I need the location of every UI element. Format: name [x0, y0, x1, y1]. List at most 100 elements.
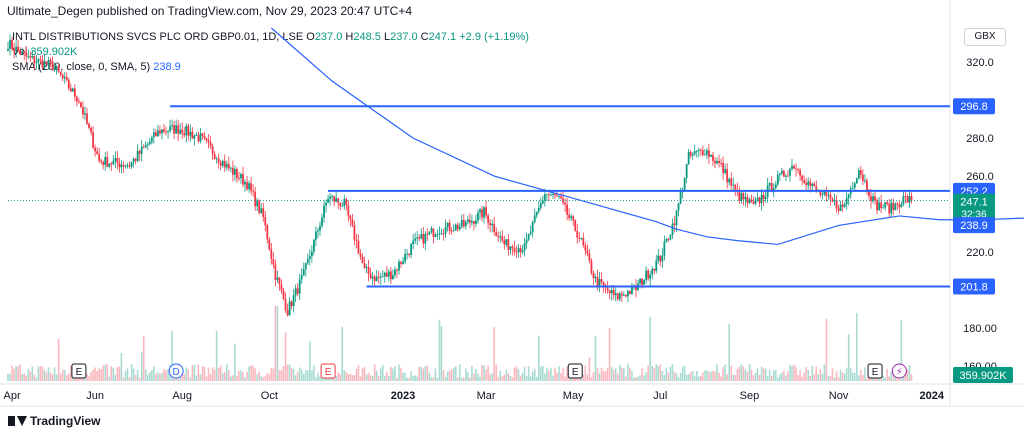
- y-tick-label: 220.0: [966, 247, 994, 259]
- candle-body: [833, 200, 836, 202]
- volume-bar: [752, 375, 755, 381]
- candle-body: [543, 194, 546, 201]
- volume-bar: [546, 367, 548, 381]
- volume-bar: [232, 375, 234, 381]
- candle-body: [752, 201, 755, 204]
- volume-bar: [693, 376, 696, 381]
- volume-bar: [70, 365, 72, 381]
- volume-bar: [489, 374, 491, 381]
- candle-body: [282, 290, 285, 299]
- volume-bar: [483, 365, 485, 381]
- candle-body: [142, 146, 145, 148]
- volume-bar: [444, 377, 447, 381]
- candle-body: [651, 269, 654, 275]
- volume-bar: [673, 371, 676, 381]
- candle-body: [181, 129, 184, 134]
- volume-bar: [270, 367, 273, 381]
- volume-bar: [592, 372, 595, 381]
- candle-body: [547, 194, 550, 195]
- candle-body: [201, 133, 204, 136]
- volume-bar: [240, 370, 242, 381]
- x-tick-label: Mar: [477, 390, 496, 402]
- volume-bar: [426, 365, 429, 381]
- volume-bar: [268, 374, 271, 381]
- candle-body: [667, 239, 670, 240]
- volume-bar: [185, 367, 188, 381]
- volume-bar: [700, 375, 702, 381]
- candle-body: [35, 62, 38, 64]
- candle-body: [762, 194, 765, 199]
- candle-body: [150, 137, 153, 142]
- volume-bar: [477, 373, 479, 381]
- volume-bar: [841, 372, 844, 381]
- candle-body: [402, 261, 404, 264]
- candle-body: [11, 39, 13, 49]
- candle-body: [507, 239, 510, 251]
- volume-bar: [629, 367, 631, 381]
- candle-body: [491, 223, 494, 226]
- candle-body: [479, 209, 481, 213]
- candle-body: [308, 256, 311, 259]
- candle-body: [57, 66, 60, 72]
- open-label: O: [306, 31, 315, 43]
- volume-bar: [724, 364, 726, 381]
- volume-bar: [278, 369, 281, 381]
- volume-bar: [550, 368, 552, 381]
- candle-body: [791, 165, 793, 169]
- volume-bar: [402, 372, 404, 381]
- volume-bar: [766, 376, 769, 381]
- candle-body: [276, 277, 279, 280]
- candle-body: [835, 200, 838, 209]
- volume-bar: [481, 365, 483, 381]
- volume-bar: [276, 306, 279, 381]
- volume-bar: [41, 366, 44, 381]
- candle-body: [349, 215, 352, 220]
- volume-bar: [321, 376, 323, 381]
- earnings-marker: [320, 363, 336, 379]
- volume-bar: [600, 367, 603, 381]
- candle-body: [815, 186, 818, 191]
- volume-bar: [614, 368, 617, 381]
- candle-body: [438, 233, 441, 235]
- candle-body: [720, 162, 722, 164]
- candle-body: [86, 113, 88, 124]
- y-tick-label: 260.0: [966, 171, 994, 183]
- volume-bar: [384, 375, 386, 381]
- candle-body: [809, 181, 812, 186]
- candle-body: [659, 255, 662, 262]
- currency-badge[interactable]: GBX: [964, 28, 1006, 46]
- candle-body: [866, 180, 868, 191]
- volume-bar: [315, 377, 317, 381]
- candle-body: [738, 191, 741, 201]
- volume-bar: [167, 369, 169, 381]
- volume-bar: [244, 377, 246, 381]
- candle-body: [418, 237, 421, 239]
- volume-bar: [663, 374, 666, 381]
- candle-body: [189, 131, 192, 136]
- volume-bar: [675, 373, 678, 381]
- candle-body: [116, 158, 119, 163]
- volume-bar: [221, 373, 224, 381]
- volume-bar: [347, 374, 350, 381]
- volume-bar: [562, 368, 564, 381]
- volume-bar: [302, 373, 305, 381]
- volume-bar: [151, 370, 153, 381]
- low-value: 237.0: [390, 31, 418, 43]
- volume-bar: [193, 364, 196, 381]
- candle-body: [805, 182, 808, 185]
- candle-body: [770, 183, 773, 191]
- candle-body: [904, 195, 907, 197]
- volume-bar: [300, 369, 303, 381]
- candle-body: [560, 196, 562, 199]
- candle-body: [519, 248, 522, 253]
- volume-bar: [837, 377, 840, 381]
- volume-bar: [817, 374, 820, 381]
- volume-bar: [487, 365, 489, 381]
- volume-bar: [94, 367, 96, 381]
- volume-bar: [195, 375, 198, 381]
- volume-bar: [866, 377, 868, 381]
- volume-bar: [758, 374, 761, 381]
- volume-bar: [716, 364, 718, 381]
- candle-body: [262, 208, 265, 218]
